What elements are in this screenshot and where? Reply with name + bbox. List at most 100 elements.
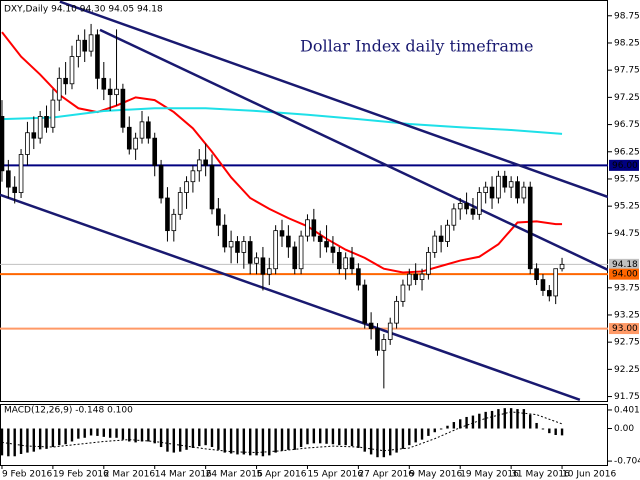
macd-bar [204,428,207,446]
macd-bar [147,428,150,442]
candle-body [406,273,412,286]
candle-body [540,279,546,291]
macd-bar [70,428,74,442]
candle-body [133,137,138,150]
candle-body [419,273,425,281]
macd-bar [484,411,487,429]
y-tick-label: 97.25 [614,93,640,103]
candle-body [356,268,361,286]
y-tick-label: 98.75 [614,11,640,21]
macd-bar [236,428,239,455]
candle-body [12,186,18,193]
macd-bar [287,428,290,450]
candle-body [177,192,183,215]
x-tick-label: 24 Mar 2016 [206,470,263,480]
macd-bar [459,419,462,429]
macd-bar [541,428,545,430]
macd-bar [102,428,106,437]
macd-bar [217,428,220,450]
macd-bar [274,428,277,453]
macd-bar [229,428,233,454]
candle-body [368,322,374,329]
candle-body [502,175,508,188]
macd-bar [108,428,112,438]
macd-bar [7,428,10,457]
macd-bar [554,428,557,435]
macd-bar [299,428,303,448]
candle-body [292,246,298,270]
y-tick-label: 95.75 [614,174,640,184]
macd-bar [427,428,430,436]
macd-bar [32,428,35,452]
candle-body [266,268,272,275]
candle-body [496,175,501,199]
x-tick-label: 14 Mar 2016 [155,470,212,480]
macd-bar [178,428,182,452]
y-tick-label: 97.75 [614,66,640,76]
level-box [609,268,639,280]
candle-body [489,186,495,199]
macd-bar [325,428,328,444]
macd-bar [312,428,316,444]
candle-body [553,268,558,297]
candle-body [527,186,533,270]
candle-body [451,208,457,226]
main-panel [0,0,608,402]
candle-body [50,99,56,128]
macd-bar [159,428,163,448]
macd-bar [134,428,137,443]
macd-bar [490,410,494,429]
macd-bar [140,428,144,442]
y-tick-label: 0.401 [614,405,640,415]
macd-bar [153,428,156,444]
macd-bar [128,428,131,442]
y-tick-label: 0.00 [614,424,634,434]
candle-body [0,116,5,172]
macd-bar [45,428,48,449]
candle-body [375,328,380,351]
candle-body [343,257,348,270]
y-tick-label: 98.25 [614,38,640,48]
candle-body [216,208,221,226]
macd-bar [83,428,86,438]
macd-bar [191,428,195,448]
moving-average [1,107,563,135]
macd-bar [331,428,335,445]
candle-body [362,284,368,324]
candle-body [107,88,113,96]
macd-bar [121,428,125,440]
candle-body [426,252,431,275]
y-tick-label: 92.75 [614,338,640,348]
candle-body [171,213,177,232]
level-label: 93.00 [612,324,638,334]
macd-bar [401,428,405,449]
macd-bar [509,408,513,429]
macd-bar [255,428,258,456]
macd-plot [0,408,564,458]
candle-body [559,263,565,270]
candle-body [336,252,342,270]
level-label: 94.18 [612,260,638,270]
candle-body [37,116,43,139]
candle-body [400,284,406,302]
candle-body [413,273,418,281]
x-tick-label: 19 Feb 2016 [53,470,109,480]
macd-bar [13,428,16,457]
macd-bar [242,428,246,455]
macd-bar [350,428,354,447]
candle-body [324,241,329,248]
candle-body [114,88,119,96]
candle-body [260,257,266,275]
candle-body [470,208,476,215]
candle-body [203,159,208,166]
candle-body [158,164,164,199]
candle-body [349,257,355,270]
macd-bar [261,428,265,457]
level-box [609,258,639,270]
macd-bar [497,409,500,429]
candle-body [120,88,126,128]
x-tick-label: 10 Jun 2016 [562,470,616,480]
y-tick-label: 93.25 [614,310,640,320]
candle-body [184,181,189,193]
macd-bar [96,428,99,436]
